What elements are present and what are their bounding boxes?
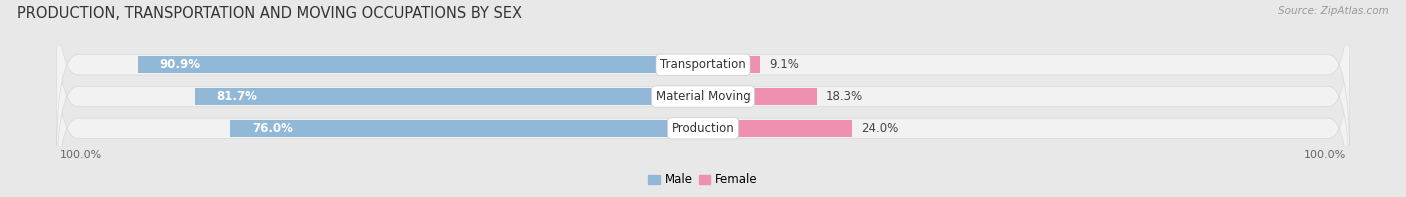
Text: 24.0%: 24.0% — [862, 122, 898, 135]
Text: PRODUCTION, TRANSPORTATION AND MOVING OCCUPATIONS BY SEX: PRODUCTION, TRANSPORTATION AND MOVING OC… — [17, 6, 522, 21]
FancyBboxPatch shape — [56, 27, 1350, 197]
Text: Source: ZipAtlas.com: Source: ZipAtlas.com — [1278, 6, 1389, 16]
Legend: Male, Female: Male, Female — [644, 169, 762, 191]
Bar — [231, 120, 703, 137]
Bar — [703, 120, 852, 137]
FancyBboxPatch shape — [56, 0, 1350, 166]
Bar — [138, 57, 703, 73]
Text: Material Moving: Material Moving — [655, 90, 751, 103]
Text: 76.0%: 76.0% — [252, 122, 292, 135]
Text: 81.7%: 81.7% — [217, 90, 257, 103]
Text: Transportation: Transportation — [661, 58, 745, 71]
Text: 18.3%: 18.3% — [827, 90, 863, 103]
Text: Production: Production — [672, 122, 734, 135]
FancyBboxPatch shape — [56, 0, 1350, 197]
Bar — [703, 57, 759, 73]
Bar — [703, 88, 817, 105]
Text: 90.9%: 90.9% — [159, 58, 201, 71]
Bar — [195, 88, 703, 105]
Text: 9.1%: 9.1% — [769, 58, 799, 71]
